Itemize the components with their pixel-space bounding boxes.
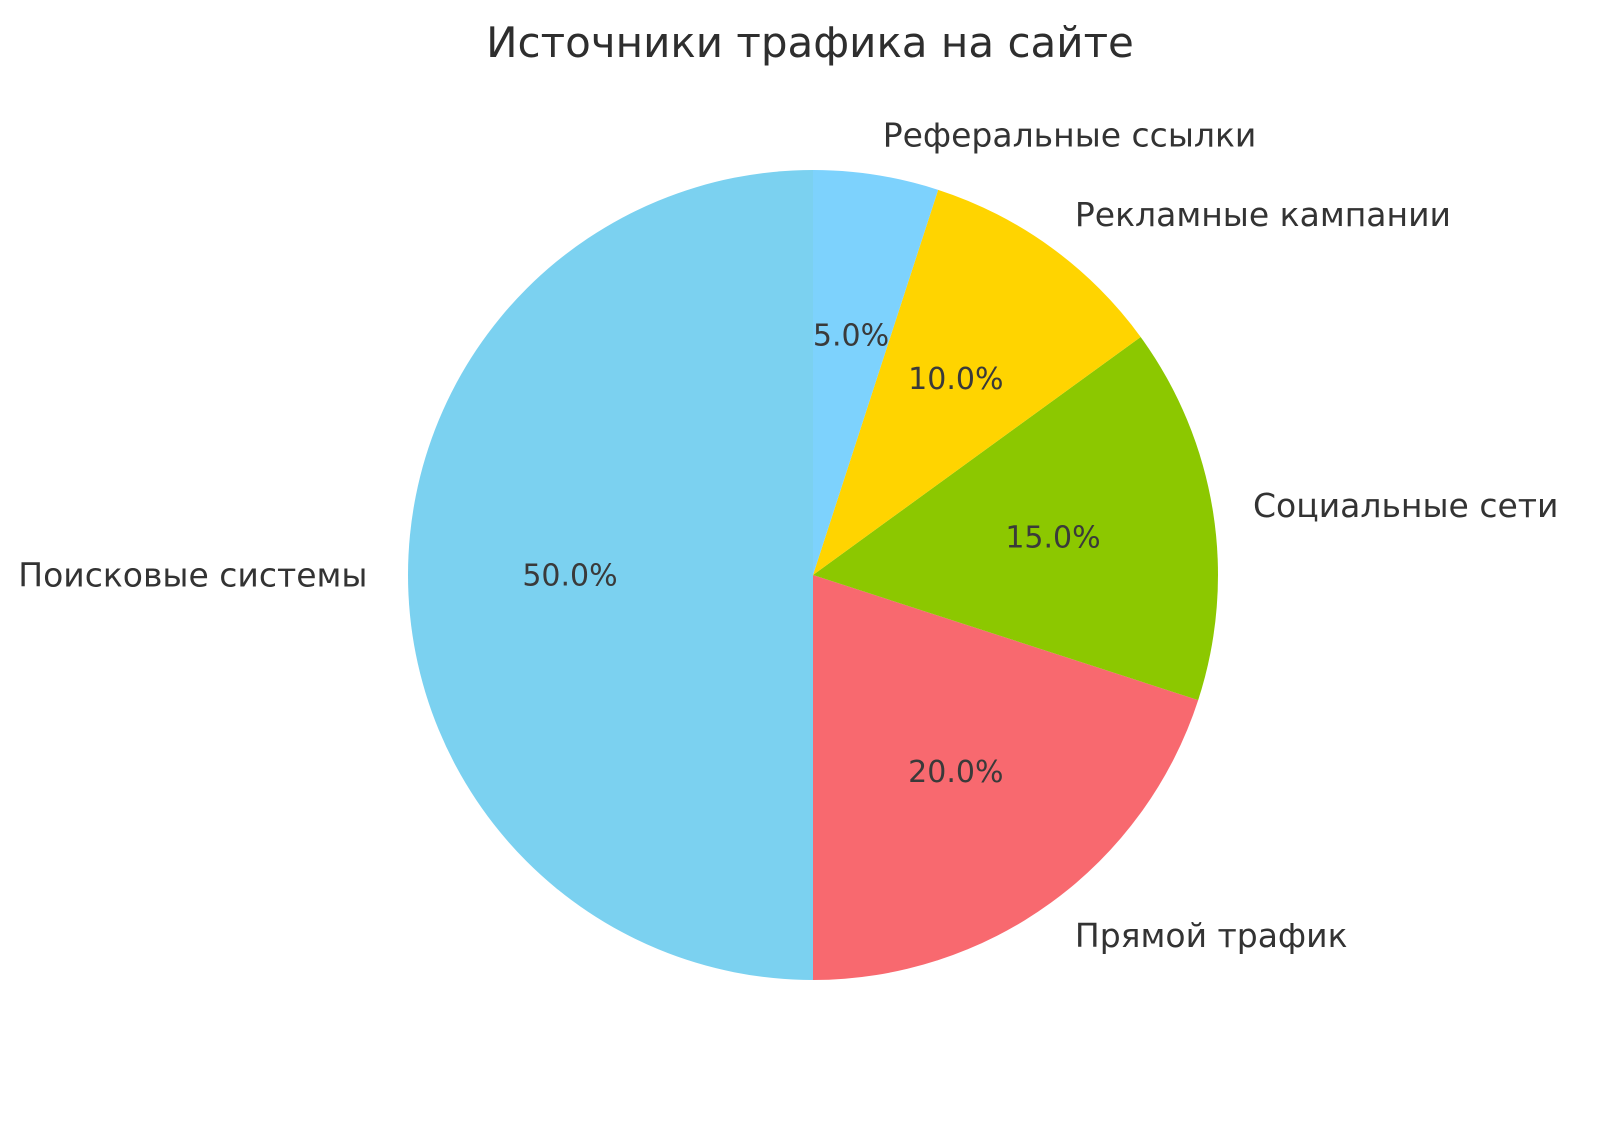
slice-label: Социальные сети (1253, 486, 1558, 525)
percent-label: 50.0% (522, 559, 617, 594)
slice-label: Рекламные кампании (1075, 195, 1451, 234)
percent-label: 20.0% (908, 755, 1003, 790)
pie-slice-2 (813, 575, 1199, 980)
percent-label: 5.0% (813, 319, 889, 354)
slice-label: Реферальные ссылки (883, 116, 1257, 155)
percent-label: 15.0% (1005, 521, 1100, 556)
pie-slice-1 (408, 170, 813, 980)
pie-slice-4 (813, 189, 1141, 575)
pie-slice-5 (813, 170, 939, 575)
pie-slice-3 (813, 336, 1218, 701)
slice-label: Поисковые системы (18, 556, 367, 595)
percent-label: 10.0% (908, 362, 1003, 397)
slice-label: Прямой трафик (1075, 916, 1348, 955)
chart-title: Источники трафика на сайте (486, 18, 1134, 67)
